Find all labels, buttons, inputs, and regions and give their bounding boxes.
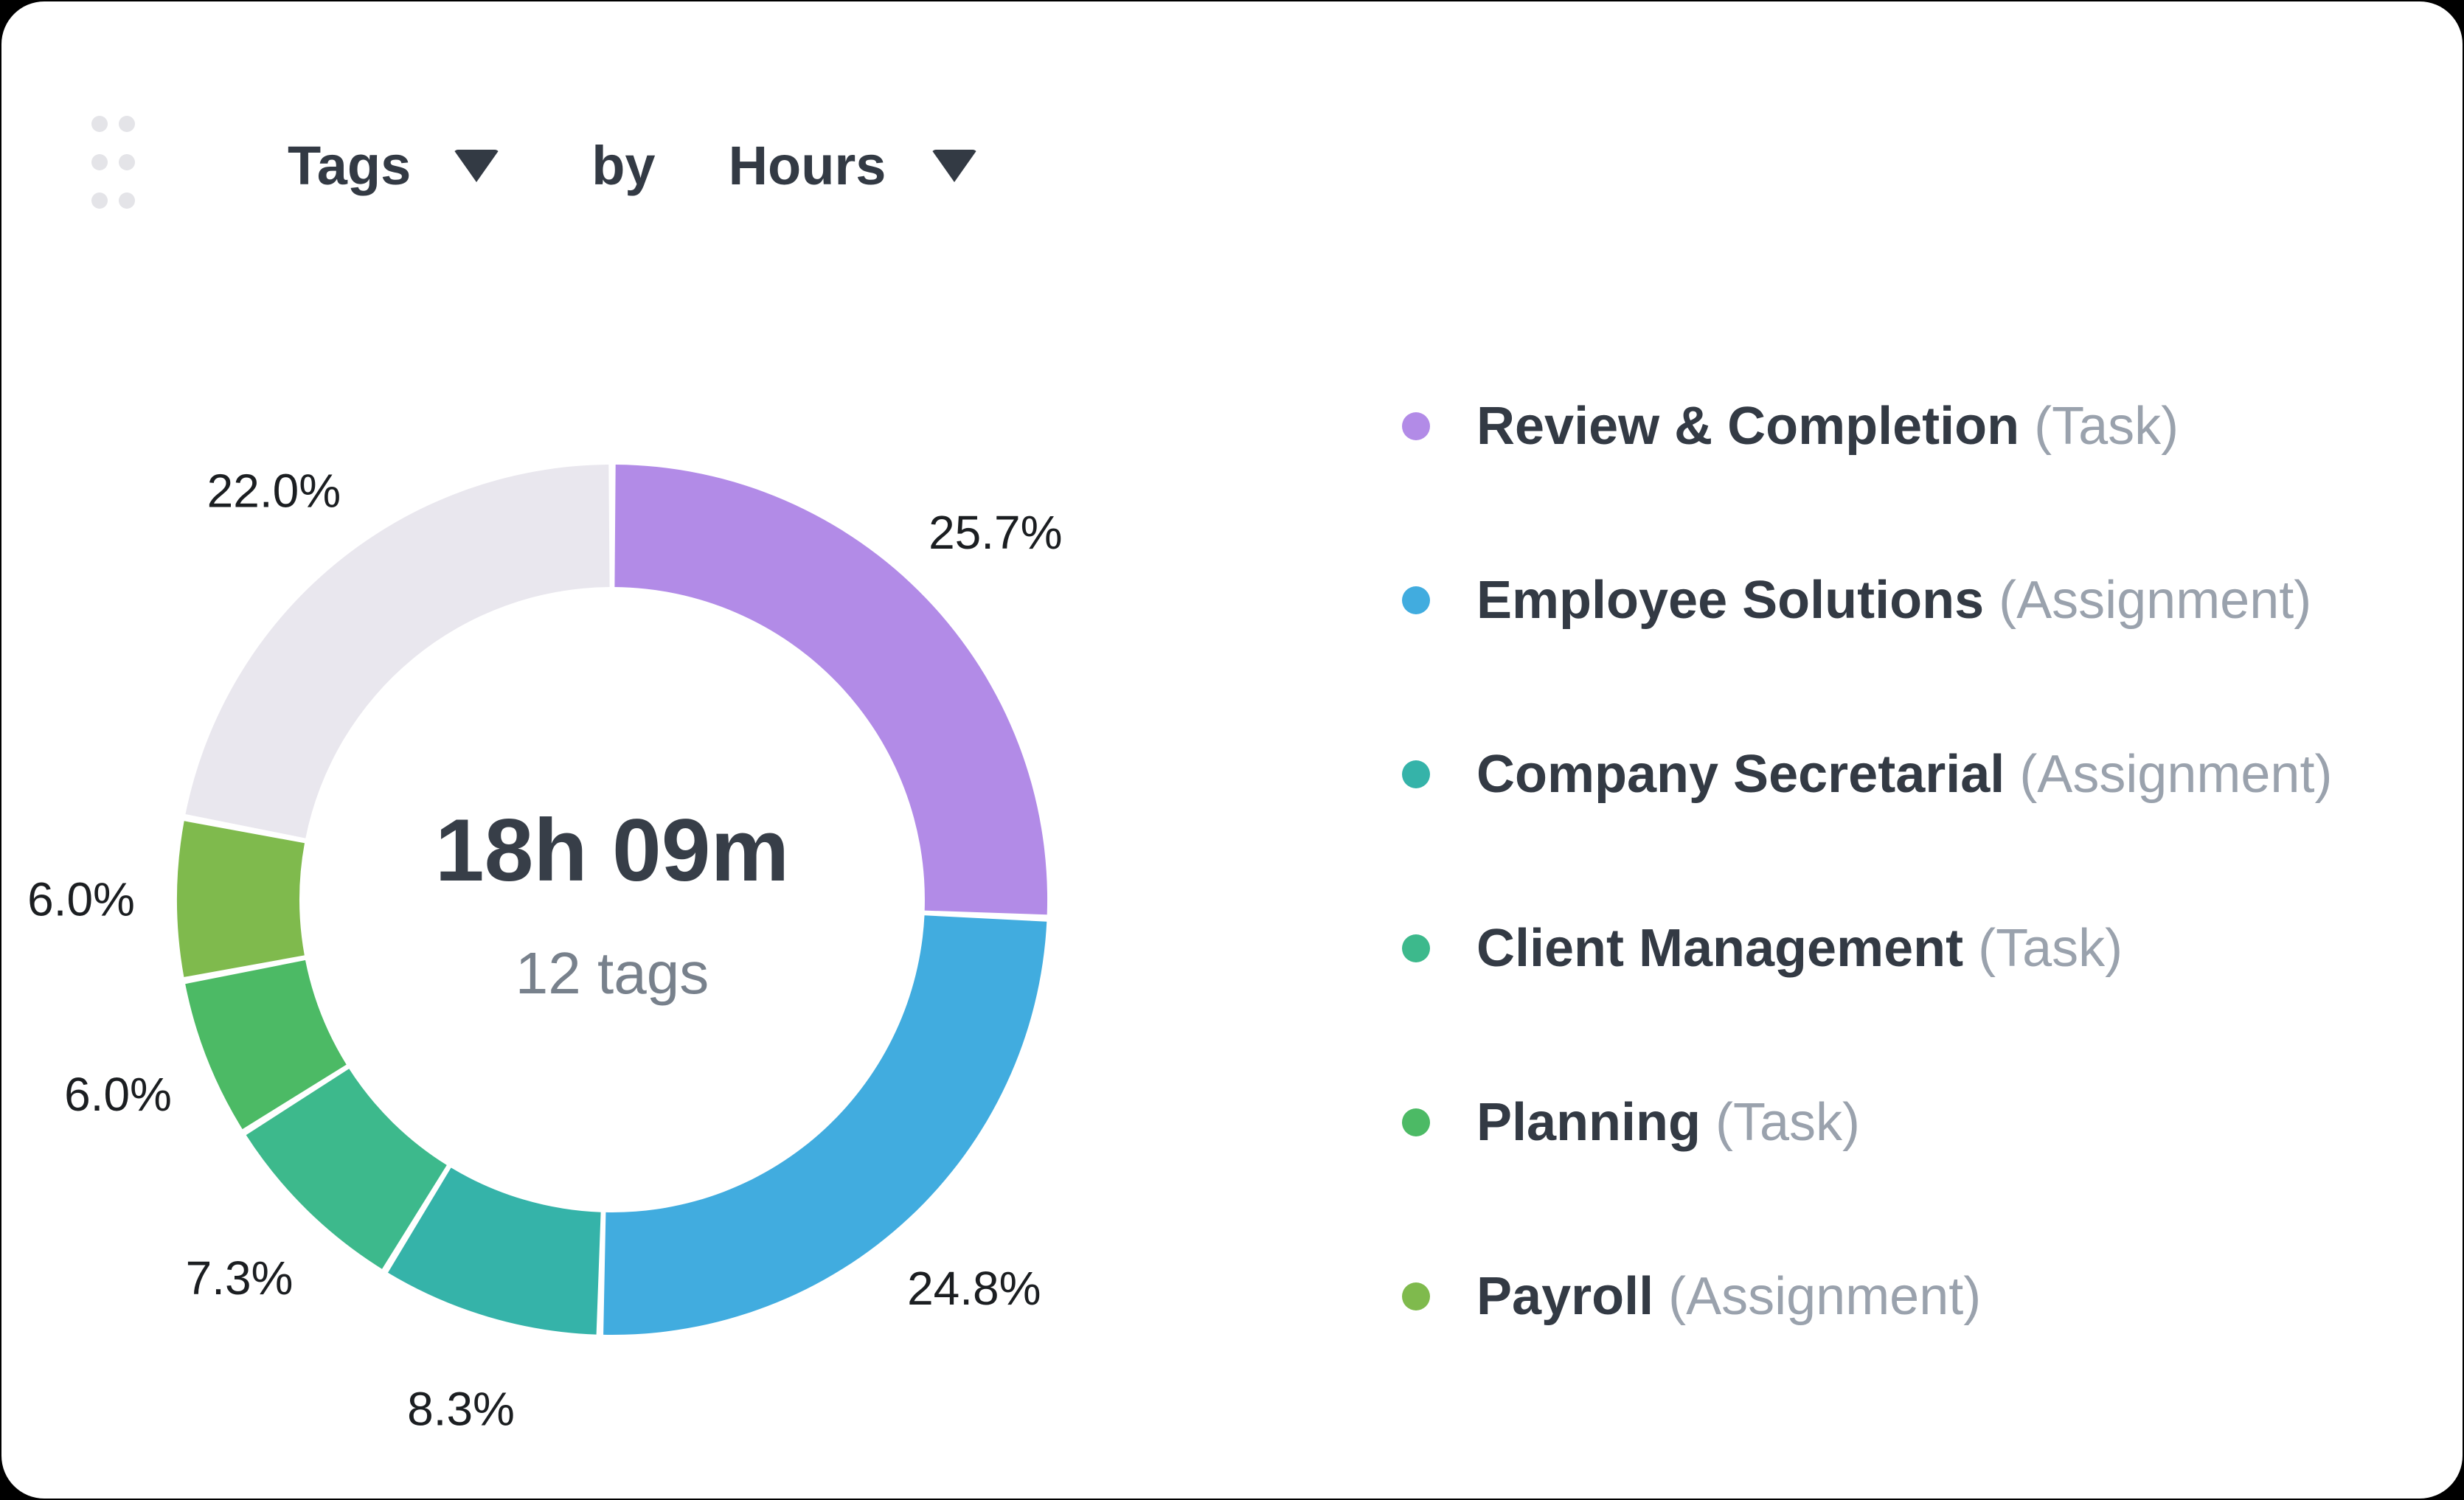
chevron-down-icon xyxy=(454,149,500,182)
legend-item-client-management[interactable]: Client Management (Task) xyxy=(1402,861,2332,1035)
slice-percent-label: 6.0% xyxy=(64,1068,172,1121)
dimension-dropdown-label: Tags xyxy=(288,134,412,196)
slice-percent-label: 22.0% xyxy=(207,464,341,517)
legend-item-name: Client Management xyxy=(1476,919,1964,978)
legend-item-type: (Task) xyxy=(1978,919,2123,978)
tag-count-label: 12 tags xyxy=(515,940,709,1006)
donut-slice-other[interactable] xyxy=(185,465,610,838)
donut-slice-company-secretarial[interactable] xyxy=(388,1167,601,1335)
legend-item-review-completion[interactable]: Review & Completion (Task) xyxy=(1402,339,2332,513)
legend-item-payroll[interactable]: Payroll (Assignment) xyxy=(1402,1209,2332,1383)
legend-dot-icon xyxy=(1402,760,1430,788)
slice-percent-label: 8.3% xyxy=(407,1383,515,1436)
drag-handle-dot xyxy=(119,154,135,170)
legend: Review & Completion (Task) Employee Soluti… xyxy=(1402,339,2332,1383)
drag-handle-dot xyxy=(119,116,135,132)
legend-item-type: (Task) xyxy=(2034,397,2179,456)
legend-item-type: (Assignment) xyxy=(1668,1267,1982,1326)
metric-dropdown[interactable]: Hours xyxy=(728,134,978,196)
slice-percent-label: 7.3% xyxy=(186,1251,294,1305)
legend-item-name: Payroll xyxy=(1476,1267,1654,1326)
donut-slice-review-completion[interactable] xyxy=(614,465,1048,915)
legend-dot-icon xyxy=(1402,586,1430,614)
drag-handle-dot xyxy=(91,192,108,209)
metric-dropdown-label: Hours xyxy=(728,134,886,196)
slice-percent-label: 6.0% xyxy=(27,872,135,926)
chevron-down-icon xyxy=(931,149,978,182)
widget-header: Tags by Hours xyxy=(288,112,978,219)
drag-handle-dot xyxy=(91,116,108,132)
slice-percent-label: 24.8% xyxy=(907,1262,1041,1315)
legend-item-name: Planning xyxy=(1476,1093,1701,1152)
donut-slice-employee-solutions[interactable] xyxy=(603,915,1047,1336)
drag-handle-dot xyxy=(91,154,108,170)
legend-item-planning[interactable]: Planning (Task) xyxy=(1402,1035,2332,1209)
donut-slice-client-management[interactable] xyxy=(246,1069,447,1269)
drag-handle-dot xyxy=(119,192,135,209)
legend-item-employee-solutions[interactable]: Employee Solutions (Assignment) xyxy=(1402,513,2332,687)
legend-item-type: (Task) xyxy=(1715,1093,1860,1152)
slice-percent-label: 25.7% xyxy=(929,506,1062,559)
legend-item-type: (Assignment) xyxy=(2019,745,2333,804)
legend-dot-icon xyxy=(1402,934,1430,962)
donut-slice-payroll[interactable] xyxy=(176,821,305,977)
donut-slice-planning[interactable] xyxy=(185,960,347,1130)
legend-dot-icon xyxy=(1402,1108,1430,1136)
total-hours-label: 18h 09m xyxy=(434,801,790,900)
by-label: by xyxy=(591,135,656,196)
legend-item-name: Company Secretarial xyxy=(1476,745,2005,804)
dimension-dropdown[interactable]: Tags xyxy=(288,134,500,196)
legend-item-company-secretarial[interactable]: Company Secretarial (Assignment) xyxy=(1402,687,2332,861)
legend-item-type: (Assignment) xyxy=(1999,571,2312,630)
drag-handle[interactable] xyxy=(91,116,135,209)
legend-item-name: Employee Solutions xyxy=(1476,571,1985,630)
legend-dot-icon xyxy=(1402,412,1430,440)
legend-item-name: Review & Completion xyxy=(1476,397,2020,456)
legend-dot-icon xyxy=(1402,1282,1430,1310)
